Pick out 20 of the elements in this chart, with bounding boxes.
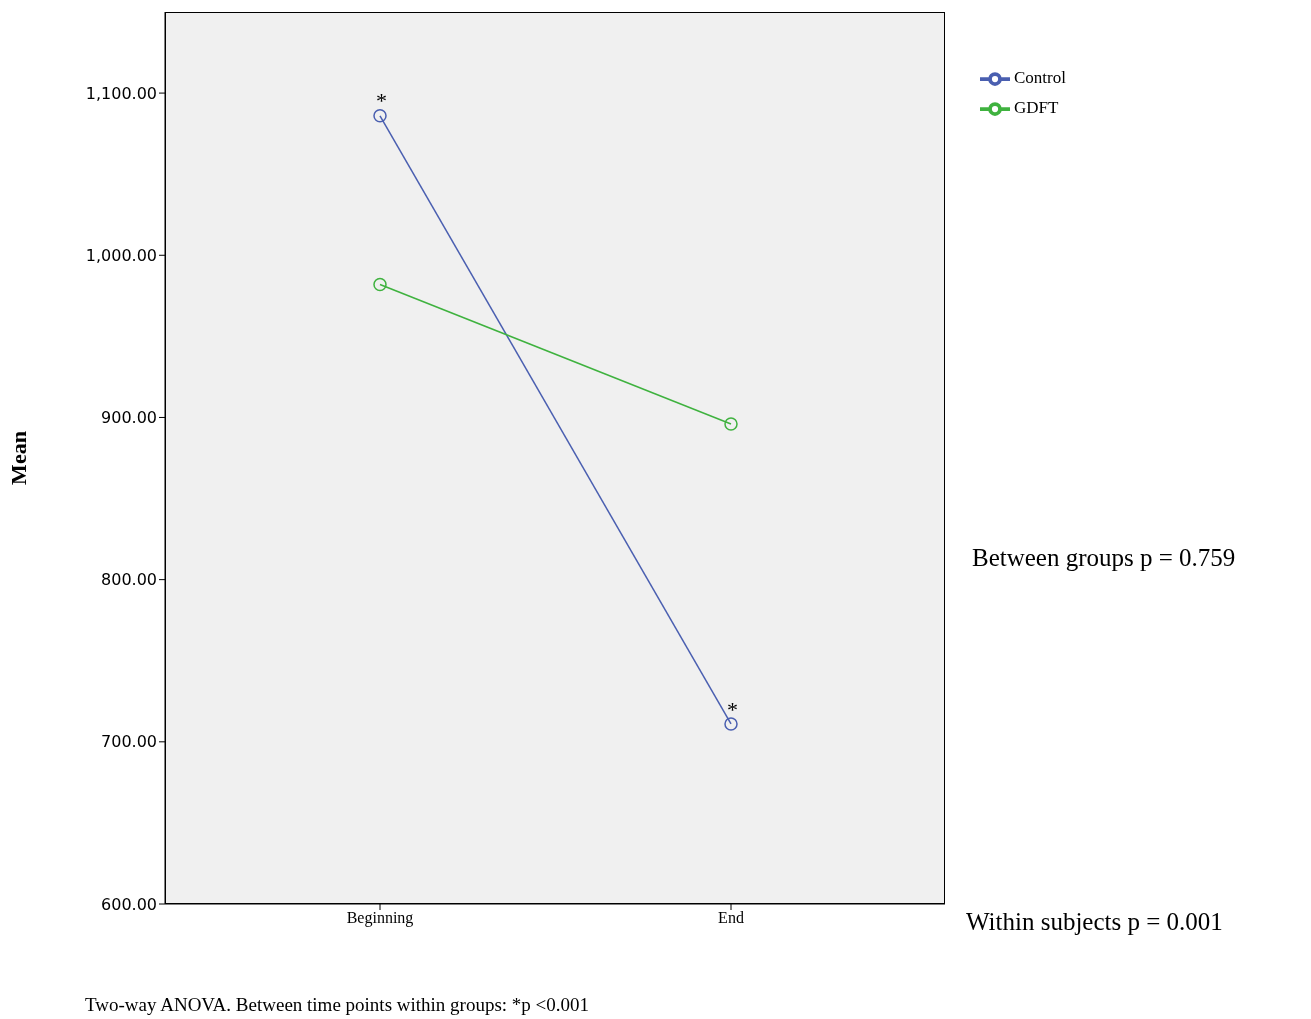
- point: [724, 417, 738, 431]
- annotation: *: [376, 88, 387, 114]
- y-tick-label: 900.00: [101, 408, 157, 428]
- annotation: *: [727, 696, 738, 722]
- text: Within subjects p = 0.001: [966, 908, 1223, 936]
- x-tick-label: End: [718, 909, 744, 927]
- y-axis-title: Mean: [5, 431, 31, 485]
- legend-label: Control: [1014, 67, 1066, 87]
- point: [373, 277, 387, 292]
- y-tick-label: 1,100.00: [85, 83, 157, 103]
- legend-label: GDFT: [1014, 97, 1059, 117]
- y-tick-label: 800.00: [101, 570, 157, 590]
- y-tick-label: 1,000.00: [85, 245, 157, 265]
- y-tick-label: 600.00: [101, 894, 157, 914]
- text: Two-way ANOVA. Between time points within groups: *p <0.001: [85, 994, 590, 1016]
- text: Between groups p = 0.759: [972, 544, 1236, 572]
- point: [724, 717, 738, 731]
- x-tick-label: Beginning: [346, 909, 414, 928]
- point: [373, 109, 387, 123]
- y-tick-label: 700.00: [101, 732, 157, 752]
